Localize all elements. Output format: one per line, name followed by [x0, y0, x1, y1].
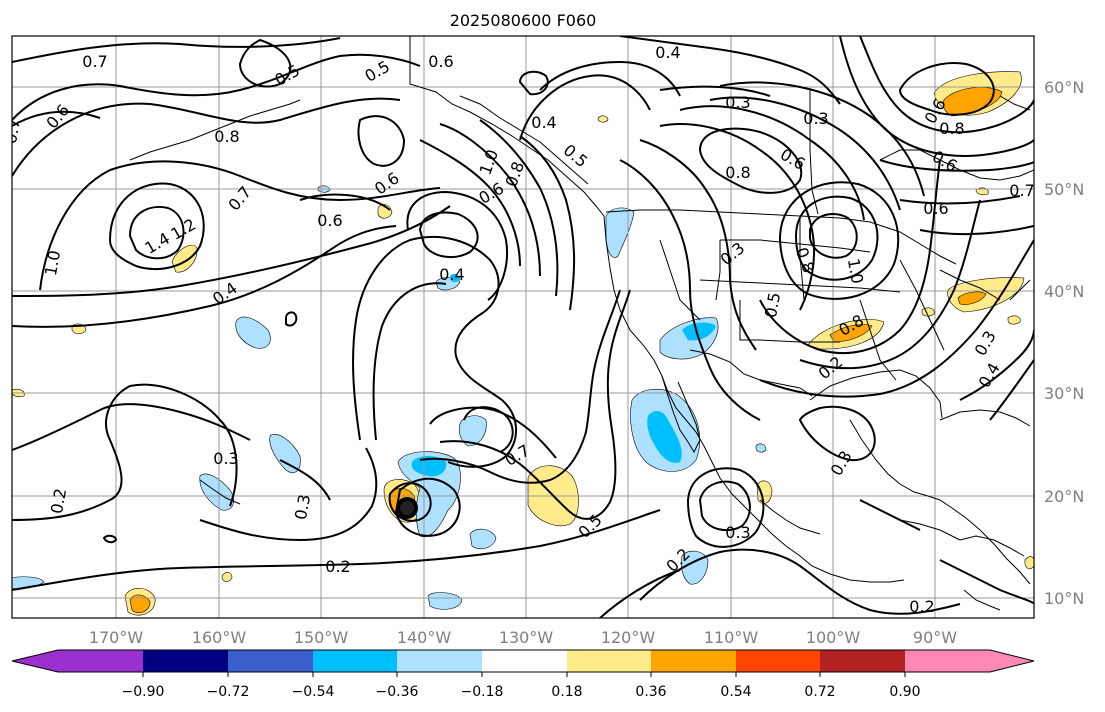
- contour-label: 0.3: [803, 109, 828, 128]
- figure-title: 2025080600 F060: [450, 11, 597, 30]
- contour-high-plains: [809, 213, 858, 259]
- colorbar-bin: [397, 650, 482, 672]
- contour-label: 0.4: [439, 265, 464, 284]
- contour-label: 0.6: [317, 211, 342, 230]
- lon-tick-label: 100°W: [806, 628, 861, 647]
- coast-gulf: [809, 369, 943, 419]
- lon-tick-label: 160°W: [192, 628, 247, 647]
- lat-tick-label: 30°N: [1044, 384, 1084, 403]
- coast-baja: [661, 375, 701, 454]
- contour-label: 1.0: [41, 249, 64, 277]
- lon-tick-label: 150°W: [294, 628, 349, 647]
- colorbar-tick-label: 0.72: [804, 684, 835, 700]
- contour-label: 0.2: [47, 487, 70, 515]
- contour-label: 0.3: [725, 523, 750, 542]
- colorbar-bin: [58, 650, 143, 672]
- lat-tick-label: 10°N: [1044, 589, 1084, 608]
- border-us-mexico: [689, 349, 813, 397]
- hurricane-core: [396, 497, 418, 519]
- colorbar-tick-label: −0.54: [292, 684, 335, 700]
- filled-contours: [12, 71, 1034, 616]
- colorbar: −0.90 −0.72 −0.54 −0.36 −0.18 0.18 0.36 …: [11, 649, 1035, 700]
- colorbar-bin: [567, 650, 651, 672]
- colorbar-outline: [11, 649, 1035, 673]
- contour-label: 0.2: [325, 557, 350, 576]
- contour-label: 0.3: [725, 93, 750, 112]
- shade-negative-strong: [411, 273, 716, 477]
- lat-tick-label: 60°N: [1044, 78, 1084, 97]
- lon-tick-label: 90°W: [913, 628, 957, 647]
- contour-label: 0.4: [531, 113, 556, 132]
- colorbar-bin: [820, 650, 905, 672]
- colorbar-bin: [228, 650, 313, 672]
- lon-tick-label: 130°W: [499, 628, 554, 647]
- contour-lines: [12, 36, 1034, 618]
- map-panel: 0.7 0.6 0.5 0.5 0.6 0.8 1.0 1.4 1.2 0.7 …: [11, 35, 1035, 619]
- lon-tick-label: 170°W: [89, 628, 144, 647]
- contour-label: 0.4: [655, 43, 680, 62]
- colorbar-bin: [313, 650, 397, 672]
- contour-label: 0.2: [909, 597, 934, 616]
- lat-tick-label: 40°N: [1044, 282, 1084, 301]
- colorbar-tick-label: 0.18: [551, 684, 582, 700]
- contour-label: 0.7: [82, 52, 107, 71]
- coast-cuba: [959, 535, 1025, 557]
- contour-label: 0.8: [939, 119, 964, 138]
- colorbar-tick-label: 0.54: [720, 684, 751, 700]
- colorbar-tick-label: −0.90: [122, 684, 165, 700]
- contour-label: 0.7: [1009, 181, 1034, 200]
- contour-label: 0.3: [291, 493, 314, 521]
- colorbar-tick-label: −0.36: [376, 684, 419, 700]
- colorbar-ticks: [142, 672, 906, 677]
- contour-label: 1.0: [844, 257, 867, 285]
- lat-tick-label: 20°N: [1044, 487, 1084, 506]
- contour-label: 0.6: [428, 52, 453, 71]
- longitude-ticks: 170°W 160°W 150°W 140°W 130°W 120°W 110°…: [89, 628, 957, 647]
- colorbar-bin: [143, 650, 228, 672]
- contour-label: 0.8: [214, 127, 239, 146]
- contour-02: [12, 509, 661, 591]
- lon-tick-label: 110°W: [704, 628, 759, 647]
- colorbar-tick-label: 0.36: [635, 684, 666, 700]
- contour-label: 0.3: [213, 449, 238, 468]
- colorbar-extend-low: [12, 650, 58, 672]
- colorbar-bin: [482, 650, 567, 672]
- contour-low-west: [108, 182, 205, 271]
- colorbar-tick-label: 0.90: [889, 684, 920, 700]
- colorbar-tick-label: −0.72: [207, 684, 250, 700]
- latitude-ticks: 60°N 50°N 40°N 30°N 20°N 10°N: [1044, 78, 1084, 608]
- lon-tick-label: 120°W: [601, 628, 656, 647]
- colorbar-bin: [651, 650, 736, 672]
- colorbar-tick-label: −0.18: [461, 684, 504, 700]
- contour-label: 0.5: [761, 291, 784, 319]
- coast-west-us: [603, 215, 905, 583]
- colorbar-extend-high: [990, 650, 1034, 672]
- colorbar-bin: [905, 650, 990, 672]
- map-border: [11, 35, 1035, 619]
- contour-label: 0.6: [923, 199, 948, 218]
- contour-label: 0.8: [725, 163, 750, 182]
- lat-tick-label: 50°N: [1044, 180, 1084, 199]
- colorbar-bin: [736, 650, 820, 672]
- coast-alaska-aleutians: [409, 36, 605, 217]
- lon-tick-label: 140°W: [397, 628, 452, 647]
